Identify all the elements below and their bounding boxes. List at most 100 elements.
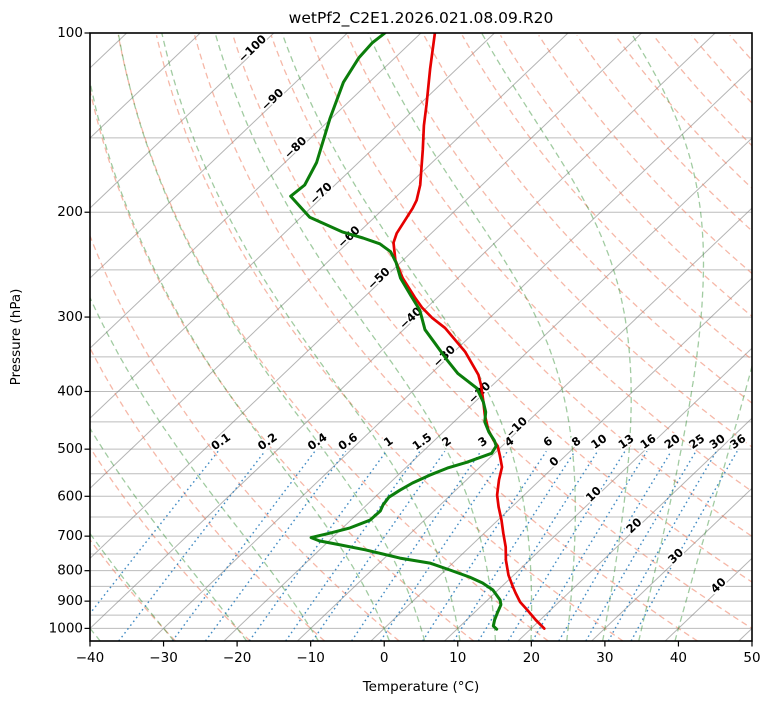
y-tick-label: 700	[57, 528, 83, 544]
mixing-ratio-line	[311, 450, 446, 641]
isotherm-line	[223, 137, 752, 641]
plot-border	[89, 32, 753, 642]
moist-adiabat	[90, 532, 175, 641]
moist-adiabat	[367, 33, 576, 641]
moist-adiabat	[281, 33, 533, 641]
moist-adiabat	[214, 33, 497, 641]
mixing-ratio-line	[204, 450, 347, 641]
x-tick-label: −30	[149, 650, 178, 666]
isotherm-line	[90, 33, 275, 209]
isotherm-line	[444, 347, 752, 641]
moist-adiabat	[630, 33, 705, 641]
mixing-ratio-label: 1	[381, 433, 396, 449]
y-axis-label: Pressure (hPa)	[8, 289, 24, 386]
y-tick-label: 400	[57, 383, 83, 399]
mixing-ratio-line	[118, 450, 266, 641]
dry-adiabat	[90, 538, 176, 641]
mixing-ratio-line	[531, 450, 648, 641]
isotherm-line	[664, 557, 752, 641]
dry-adiabat	[652, 34, 752, 147]
mixing-ratio-line	[90, 450, 219, 615]
moist-adiabat	[90, 296, 319, 641]
isotherm-line	[591, 487, 752, 641]
dry-adiabat	[90, 234, 400, 641]
dry-adiabat	[117, 35, 549, 641]
dry-adiabat	[576, 34, 752, 232]
mixing-ratio-line	[422, 450, 547, 641]
x-tick-label: 30	[596, 650, 613, 666]
moist-adiabat	[481, 33, 632, 641]
dry-adiabat-lines	[90, 34, 775, 641]
isotherm-lines	[90, 33, 752, 641]
y-axis: 100 200 300 400 500 600 700 800 900 1000	[49, 25, 90, 636]
isotherm-label: −90	[258, 85, 286, 113]
mixing-ratio-line	[248, 450, 387, 641]
moist-adiabat	[90, 427, 248, 641]
mixing-ratio-line	[477, 450, 599, 641]
isotherm-label: 10	[583, 483, 604, 504]
y-tick-label: 800	[57, 563, 83, 579]
pressure-gridlines	[90, 32, 752, 629]
x-tick-label: 50	[743, 650, 760, 666]
mixing-ratio-line	[585, 450, 697, 641]
y-tick-label: 600	[57, 488, 83, 504]
isotherm-line	[517, 417, 752, 641]
dry-adiabat	[691, 34, 752, 104]
moist-adiabat	[161, 33, 461, 641]
dry-adiabat	[385, 35, 752, 448]
isotherm-line	[90, 33, 348, 279]
moist-adiabat	[674, 363, 752, 641]
dewpoint-line	[289, 33, 503, 631]
chart-title: wetPf2_C2E1.2026.021.08.09.R20	[289, 9, 554, 28]
x-tick-label: −20	[223, 650, 252, 666]
isotherm-label: 30	[665, 545, 686, 566]
mixing-ratio-line	[630, 450, 738, 641]
mixing-ratio-lines	[90, 450, 738, 641]
isotherm-line	[738, 627, 752, 641]
mixing-ratio-label: 6	[540, 433, 555, 449]
dry-adiabat	[194, 35, 698, 641]
dry-adiabat	[768, 35, 775, 641]
sounding-profiles	[289, 33, 546, 631]
dry-adiabat	[423, 34, 752, 404]
x-tick-label: 0	[380, 650, 389, 666]
mixing-ratio-line	[507, 450, 626, 641]
dry-adiabat	[270, 35, 752, 583]
mixing-ratio-line	[453, 450, 576, 641]
dry-adiabat	[614, 34, 752, 190]
mixing-ratio-line	[171, 450, 316, 641]
x-tick-label: 10	[449, 650, 466, 666]
x-axis: −40 −30 −20 −10 0 10 20 30 40 50	[76, 641, 761, 666]
isotherm-line	[90, 33, 495, 419]
mixing-ratio-label: 8	[569, 433, 584, 449]
dry-adiabat	[90, 446, 251, 641]
isotherm-line	[370, 277, 752, 641]
dry-adiabat	[347, 35, 752, 493]
moist-adiabat-lines	[90, 33, 752, 641]
isotherm-label: −70	[307, 179, 335, 207]
moist-adiabat	[90, 78, 390, 641]
y-tick-label: 1000	[49, 620, 83, 636]
line-labels: −100−90−80−70−60−50−40−30−20−10010203040…	[207, 30, 751, 598]
isotherm-line	[149, 67, 752, 641]
x-tick-label: −40	[76, 650, 105, 666]
dry-adiabat	[308, 35, 752, 538]
mixing-ratio-label: 3	[475, 433, 490, 449]
isotherm-label: −50	[365, 264, 393, 292]
isotherm-line	[90, 33, 201, 139]
y-tick-label: 900	[57, 593, 83, 609]
isotherm-line	[90, 33, 569, 489]
dry-adiabat	[538, 34, 752, 275]
isotherm-label: 20	[623, 515, 644, 536]
isotherm-line	[90, 33, 642, 560]
mixing-ratio-line	[558, 450, 672, 641]
dry-adiabat	[90, 346, 326, 641]
x-tick-label: −10	[296, 650, 325, 666]
x-axis-label: Temperature (°C)	[362, 679, 480, 695]
y-tick-label: 500	[57, 441, 83, 457]
isotherm-line	[297, 207, 752, 641]
dry-adiabat	[461, 34, 752, 361]
isotherm-label: 40	[708, 575, 729, 596]
